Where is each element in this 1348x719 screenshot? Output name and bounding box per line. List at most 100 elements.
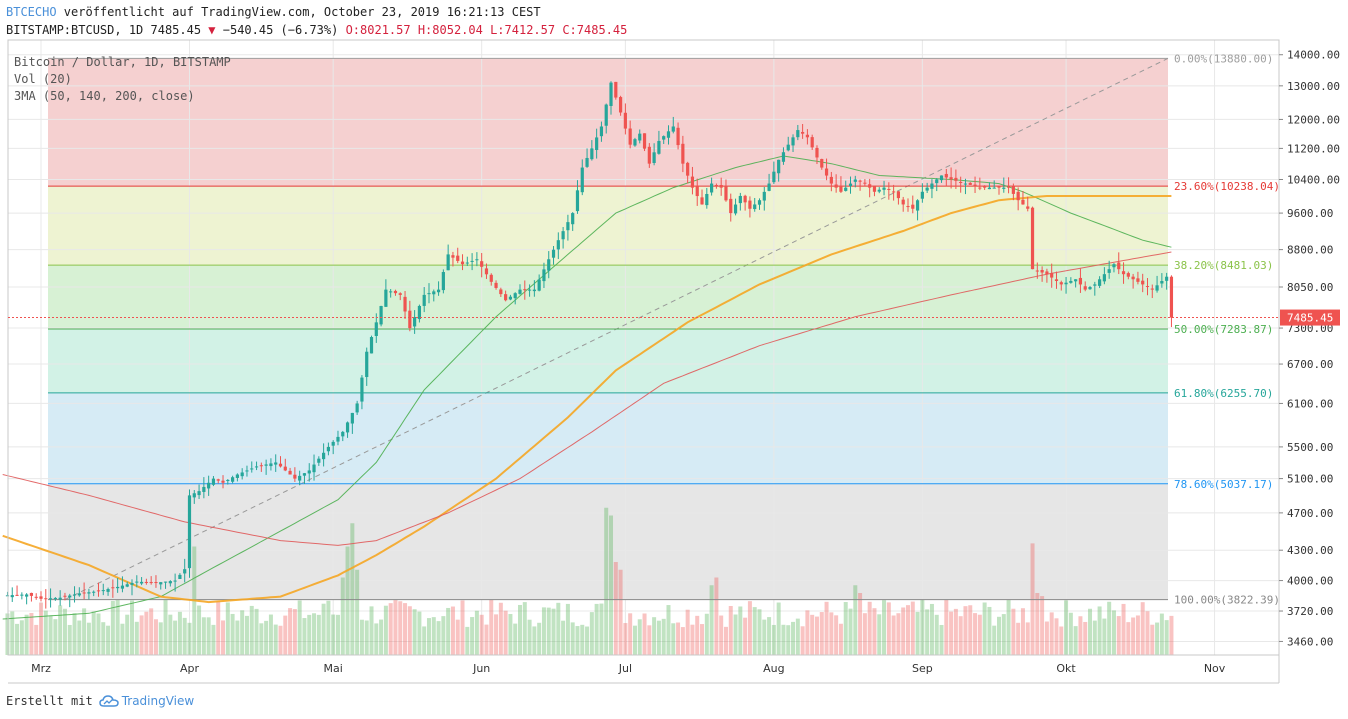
volume-bar (321, 603, 326, 655)
candle-body (250, 468, 254, 470)
volume-bar (1073, 626, 1078, 655)
candle-body (523, 289, 527, 291)
publish-header: BTCECHO veröffentlicht auf TradingView.c… (6, 5, 541, 19)
candle-body (82, 592, 86, 594)
candle-body (489, 274, 493, 282)
publisher-name[interactable]: BTCECHO (6, 5, 57, 19)
volume-bar (254, 608, 259, 655)
candle-body (192, 493, 196, 498)
volume-bar (307, 614, 312, 655)
candle-body (1131, 276, 1135, 280)
candle-body (983, 185, 987, 188)
candle-body (820, 158, 824, 168)
volume-bar (58, 605, 63, 655)
candle-body (786, 144, 790, 151)
candle-body (202, 486, 206, 492)
candle-body (1160, 281, 1164, 284)
volume-bar (814, 616, 819, 655)
volume-bar (1092, 620, 1097, 655)
volume-bar (110, 600, 115, 655)
volume-bar (177, 611, 182, 655)
candle-body (101, 590, 105, 592)
volume-bar (283, 615, 288, 655)
candle-body (374, 322, 378, 336)
volume-bar (1001, 614, 1006, 655)
tradingview-logo[interactable]: TradingView (98, 694, 194, 708)
volume-bar (139, 615, 144, 655)
volume-bar (1020, 608, 1025, 655)
volume-bar (647, 625, 652, 655)
candle-body (1155, 285, 1159, 291)
candle-body (1030, 207, 1035, 270)
volume-bar (335, 614, 340, 655)
candle-body (556, 240, 560, 250)
candle-body (1002, 187, 1006, 189)
candle-body (532, 289, 536, 292)
volume-bar (498, 602, 503, 655)
candle-body (20, 594, 24, 596)
volume-bar (48, 615, 53, 655)
volume-bar (450, 606, 455, 655)
legend-title: Bitcoin / Dollar, 1D, BITSTAMP (14, 55, 231, 69)
candle-body (494, 282, 498, 288)
candle-body (34, 596, 38, 598)
volume-bar (652, 617, 657, 655)
labels: 0.00%(13880.00) 23.60%(10238.04) 38.20%(84… (1174, 52, 1280, 606)
footer-created-label: Erstellt mit (6, 694, 93, 708)
candle-body (1006, 186, 1011, 188)
candle-body (834, 184, 838, 188)
candle-body (163, 581, 168, 583)
volume-bar (29, 612, 34, 655)
candle-body (801, 131, 805, 134)
candle-body (911, 204, 915, 209)
candle-body (278, 463, 283, 467)
candle-body (700, 197, 704, 205)
volume-bar (594, 603, 599, 655)
volume-bar (719, 615, 724, 655)
candle-body (5, 595, 10, 597)
candle-body (868, 184, 872, 188)
candle-body (10, 595, 14, 598)
candle-body (551, 249, 556, 258)
candle-body (154, 582, 158, 584)
candle-body (345, 422, 350, 433)
volume-bar (556, 602, 561, 655)
candle-body (920, 191, 924, 199)
volume-bar (340, 577, 345, 655)
candle-body (44, 598, 48, 600)
candle-body (733, 204, 738, 214)
candle-body (341, 431, 345, 437)
volume-bar (1159, 613, 1164, 655)
candle-body (1016, 191, 1020, 201)
candle-body (609, 82, 613, 106)
candle-body (207, 482, 211, 489)
candle-body (288, 470, 292, 475)
candle-body (1021, 199, 1025, 205)
volume-bar (379, 619, 384, 655)
candle-body (149, 582, 153, 584)
x-tick-label: Okt (1056, 662, 1076, 675)
candle-body (1050, 273, 1054, 278)
volume-bar (795, 618, 800, 655)
volume-bar (221, 620, 226, 655)
candle-body (724, 186, 728, 201)
candle-body (882, 187, 886, 190)
volume-bar (518, 604, 522, 655)
candle-body (1093, 284, 1097, 286)
volume-bar (853, 585, 858, 655)
candle-body (302, 473, 307, 476)
volume-bar (1097, 606, 1102, 655)
candle-body (858, 180, 862, 182)
volume-bar (920, 599, 925, 655)
volume-bar (1126, 622, 1131, 655)
candle-body (432, 291, 436, 295)
y-tick-label: 10400.00 (1287, 173, 1340, 186)
candle-body (398, 293, 402, 295)
volume-bar (393, 600, 398, 655)
candle-body (178, 574, 182, 579)
volume-bar (460, 600, 465, 655)
candle-body (116, 586, 120, 589)
ohlc-header: BITSTAMP:BTCUSD, 1D 7485.45 ▼ −540.45 (−… (6, 23, 627, 37)
candle-body (245, 470, 249, 472)
